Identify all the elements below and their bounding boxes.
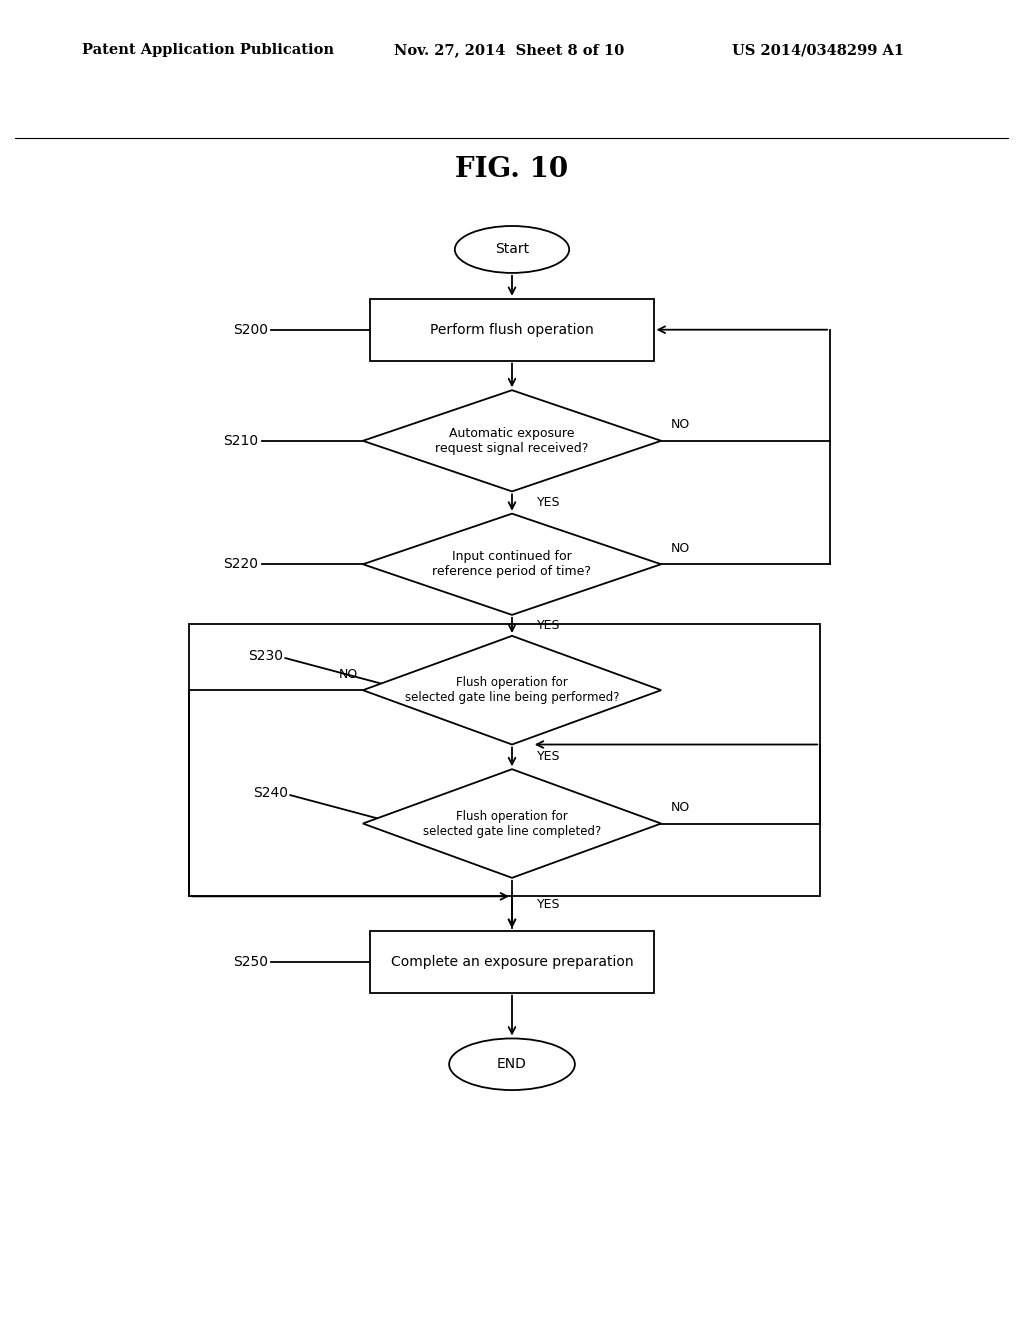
Text: Start: Start xyxy=(495,243,529,256)
Text: YES: YES xyxy=(537,496,560,510)
Text: NO: NO xyxy=(671,541,690,554)
Polygon shape xyxy=(362,636,662,744)
Text: S200: S200 xyxy=(233,322,268,337)
Text: S220: S220 xyxy=(223,557,258,572)
Bar xyxy=(189,623,820,896)
Text: END: END xyxy=(497,1057,527,1072)
FancyBboxPatch shape xyxy=(371,298,653,360)
Text: NO: NO xyxy=(671,418,690,432)
Polygon shape xyxy=(362,513,662,615)
Polygon shape xyxy=(362,391,662,491)
FancyBboxPatch shape xyxy=(371,931,653,993)
Text: NO: NO xyxy=(671,801,690,814)
Text: S210: S210 xyxy=(223,434,258,447)
Text: S250: S250 xyxy=(233,954,268,969)
Text: Flush operation for
selected gate line being performed?: Flush operation for selected gate line b… xyxy=(404,676,620,704)
Text: Input continued for
reference period of time?: Input continued for reference period of … xyxy=(432,550,592,578)
Text: Automatic exposure
request signal received?: Automatic exposure request signal receiv… xyxy=(435,426,589,455)
Ellipse shape xyxy=(455,226,569,273)
Text: NO: NO xyxy=(339,668,358,681)
Text: Nov. 27, 2014  Sheet 8 of 10: Nov. 27, 2014 Sheet 8 of 10 xyxy=(394,44,625,57)
Text: S230: S230 xyxy=(249,648,284,663)
Text: Perform flush operation: Perform flush operation xyxy=(430,322,594,337)
Text: YES: YES xyxy=(537,898,560,911)
Text: FIG. 10: FIG. 10 xyxy=(456,156,568,182)
Text: Flush operation for
selected gate line completed?: Flush operation for selected gate line c… xyxy=(423,809,601,837)
Text: YES: YES xyxy=(537,750,560,763)
Text: Patent Application Publication: Patent Application Publication xyxy=(82,44,334,57)
Text: US 2014/0348299 A1: US 2014/0348299 A1 xyxy=(732,44,904,57)
Ellipse shape xyxy=(450,1039,574,1090)
Text: YES: YES xyxy=(537,619,560,632)
Text: Complete an exposure preparation: Complete an exposure preparation xyxy=(391,954,633,969)
Polygon shape xyxy=(362,770,662,878)
Text: S240: S240 xyxy=(253,785,289,800)
